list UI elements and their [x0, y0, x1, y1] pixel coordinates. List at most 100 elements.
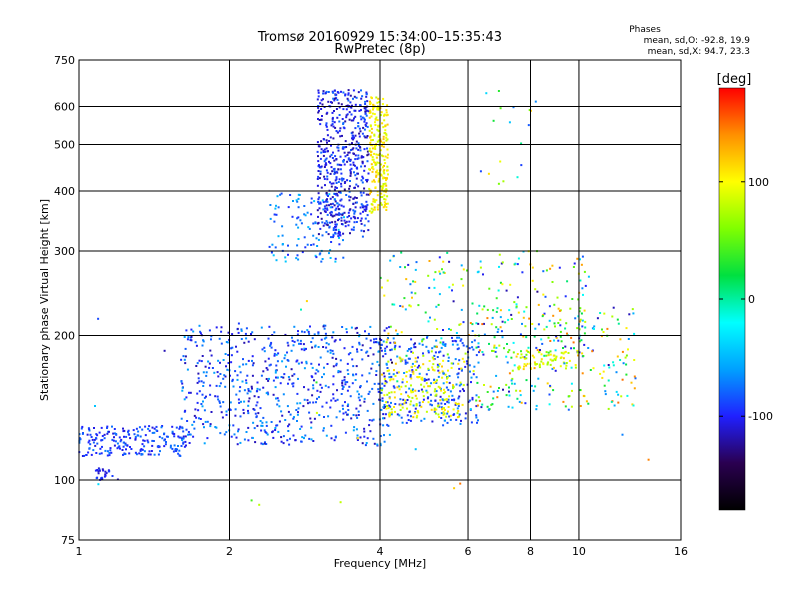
data-point [372, 353, 375, 356]
data-point [339, 199, 342, 202]
data-point [315, 401, 317, 404]
data-point [172, 432, 175, 435]
data-point [581, 319, 584, 322]
data-point [436, 328, 439, 330]
y-tick-label: 750 [54, 54, 75, 67]
data-point [108, 452, 111, 454]
data-point [425, 378, 428, 381]
data-point [527, 346, 530, 349]
data-point [174, 448, 177, 450]
data-point [325, 336, 328, 339]
data-point [538, 366, 541, 369]
data-point [303, 205, 306, 207]
data-point [360, 349, 363, 351]
data-point [317, 111, 320, 114]
data-point [344, 383, 347, 386]
data-point [333, 198, 336, 201]
data-point [383, 172, 386, 175]
data-point [337, 208, 340, 211]
data-point [288, 378, 291, 381]
data-point [113, 436, 115, 439]
data-point [363, 400, 366, 403]
x-tick-label: 16 [674, 545, 688, 558]
data-point [627, 338, 630, 340]
data-point [379, 444, 382, 447]
data-point [349, 160, 352, 162]
data-point [547, 336, 550, 339]
data-point [422, 398, 425, 401]
data-point [384, 382, 387, 385]
data-point [451, 283, 454, 286]
data-point [392, 385, 395, 388]
data-point [331, 215, 334, 218]
data-point [352, 215, 355, 218]
data-point [393, 386, 396, 389]
data-point [330, 153, 333, 156]
data-point [372, 168, 375, 171]
data-point [88, 447, 91, 450]
data-point [386, 367, 389, 369]
data-point [95, 437, 97, 440]
data-point [392, 378, 395, 381]
data-point [346, 113, 349, 116]
data-point [378, 398, 381, 401]
data-point [354, 174, 357, 177]
data-point [383, 119, 386, 122]
data-point [317, 106, 320, 109]
phases-heading: Phases [629, 25, 661, 35]
data-point [437, 303, 440, 306]
data-point [290, 349, 293, 352]
data-point [263, 346, 266, 349]
data-point [276, 403, 279, 406]
data-point [409, 419, 412, 422]
data-point [343, 216, 345, 219]
data-point [335, 207, 338, 210]
data-point [408, 348, 411, 351]
data-point [299, 219, 302, 222]
data-point [602, 331, 605, 333]
data-point [509, 283, 512, 286]
data-point [559, 335, 562, 338]
data-point [218, 401, 221, 404]
data-point [370, 131, 373, 134]
data-point [391, 361, 393, 364]
data-point [487, 408, 490, 411]
data-point [505, 383, 508, 386]
data-point [404, 308, 407, 311]
data-point [364, 100, 367, 103]
data-point [326, 141, 328, 144]
data-point [383, 164, 385, 167]
data-point [434, 394, 437, 397]
data-point [571, 389, 573, 392]
data-point [599, 372, 602, 375]
data-point [206, 437, 209, 440]
data-point [522, 368, 525, 371]
data-point [335, 158, 338, 161]
data-point [368, 116, 371, 119]
data-point [304, 434, 307, 437]
data-point [307, 330, 310, 333]
data-point [202, 371, 205, 374]
data-point [553, 357, 556, 360]
data-point [520, 142, 523, 145]
data-point [275, 259, 278, 262]
data-point [331, 90, 334, 93]
data-point [329, 136, 332, 139]
data-point [202, 385, 205, 387]
data-point [338, 203, 341, 206]
data-point [327, 386, 330, 389]
data-point [169, 446, 172, 449]
data-point [574, 366, 577, 369]
data-point [320, 386, 323, 389]
data-point [180, 417, 183, 420]
data-point [507, 318, 510, 321]
data-point [280, 440, 283, 443]
data-point [218, 385, 221, 388]
data-point [562, 357, 565, 360]
data-point [473, 339, 476, 342]
data-point [203, 409, 206, 412]
data-point [373, 338, 375, 341]
data-point [374, 341, 377, 344]
data-point [357, 144, 360, 147]
data-point [540, 338, 543, 341]
